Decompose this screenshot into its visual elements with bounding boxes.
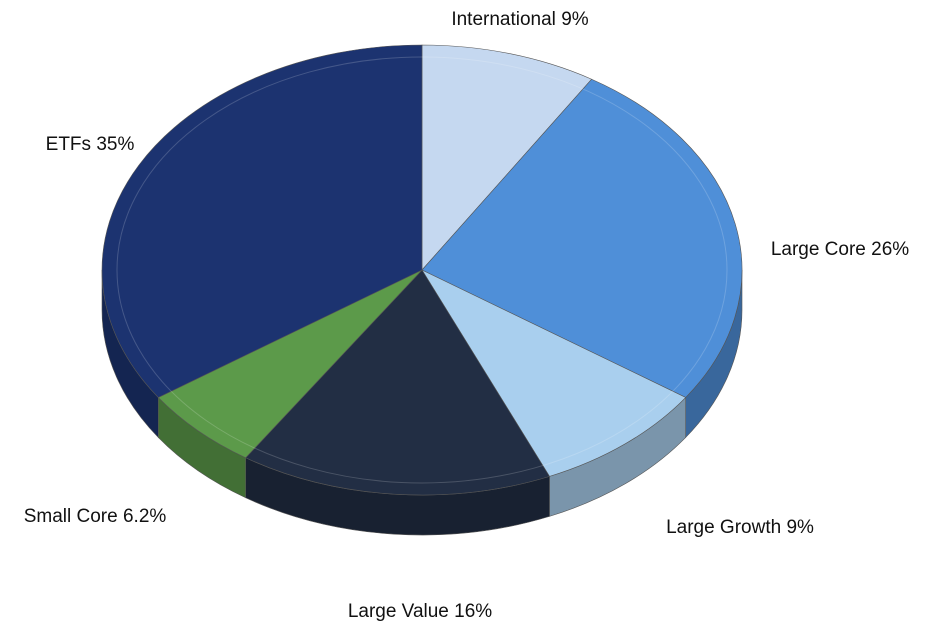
slice-label: Large Core 26% <box>771 239 909 260</box>
slice-label: Large Growth 9% <box>666 517 814 538</box>
slice-label-value: 6.2% <box>123 506 166 527</box>
slice-label-value: 35% <box>96 134 134 155</box>
slice-label-name: ETFs <box>46 134 91 155</box>
slice-label-name: Large Growth <box>666 517 781 538</box>
slice-label-name: Small Core <box>24 506 118 527</box>
slice-label: International 9% <box>451 9 588 30</box>
slice-label: Large Value 16% <box>348 601 492 622</box>
slice-label-value: 9% <box>561 9 589 30</box>
slice-label-value: 9% <box>786 517 814 538</box>
slice-label: ETFs 35% <box>46 134 135 155</box>
slice-label-value: 26% <box>871 239 909 260</box>
slice-label-name: International <box>451 9 556 30</box>
slice-label-value: 16% <box>454 601 492 622</box>
slice-label-name: Large Value <box>348 601 449 622</box>
slice <box>421 78 743 398</box>
slice <box>157 269 423 459</box>
slice-label: Small Core 6.2% <box>24 506 167 527</box>
rim <box>116 56 728 484</box>
slice <box>245 269 550 496</box>
slice <box>421 269 687 477</box>
slice <box>421 44 593 271</box>
pie-tops <box>101 44 743 496</box>
slice <box>101 44 423 398</box>
labels: International 9% Large Core 26% Large Grow… <box>24 9 910 622</box>
slice-label-name: Large Core <box>771 239 866 260</box>
